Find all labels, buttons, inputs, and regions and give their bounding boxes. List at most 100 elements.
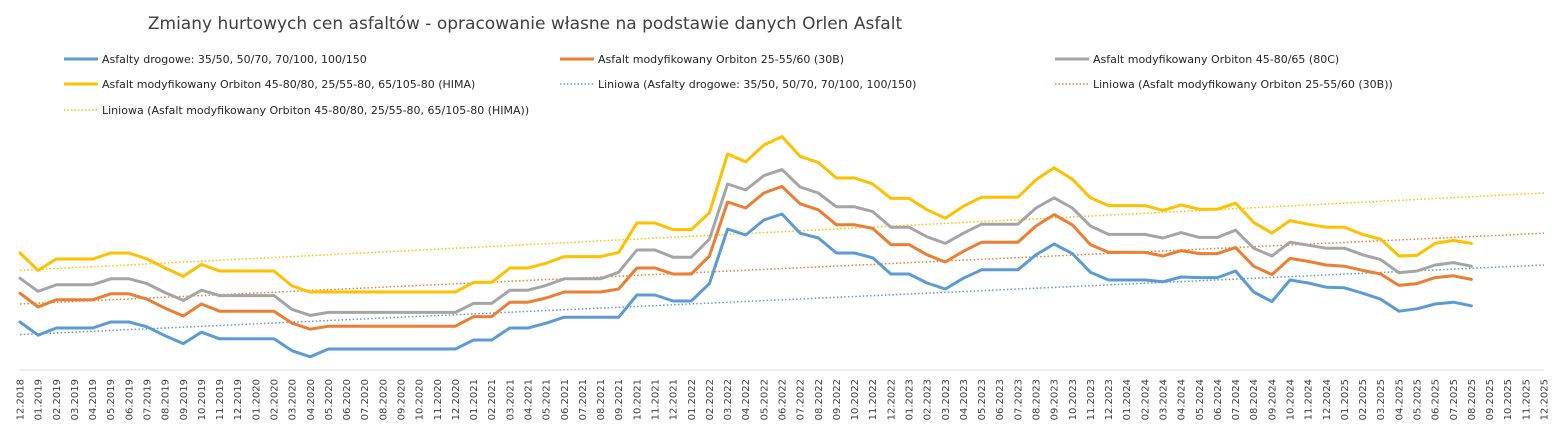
x-tick-label: 03.2020 (288, 379, 299, 420)
x-tick-label: 10.2021 (632, 379, 643, 420)
x-tick-label: 07.2021 (578, 379, 589, 420)
legend-item: Asfalt modyfikowany Orbiton 25-55/60 (30… (560, 53, 844, 66)
x-tick-label: 08.2021 (596, 379, 607, 420)
trendline (19, 232, 1545, 305)
x-tick-label: 08.2023 (1032, 379, 1043, 420)
x-tick-label: 06.2020 (342, 379, 353, 420)
legend-label: Asfalt modyfikowany Orbiton 45-80/65 (80… (1093, 53, 1339, 66)
x-tick-label: 02.2020 (270, 379, 281, 420)
x-tick-label: 08.2019 (161, 379, 172, 420)
x-tick-label: 10.2024 (1286, 379, 1297, 420)
x-tick-label: 11.2021 (651, 379, 662, 420)
legend-label: Asfalt modyfikowany Orbiton 25-55/60 (30… (598, 53, 844, 66)
x-tick-label: 01.2022 (687, 379, 698, 420)
x-tick-label: 12.2019 (233, 379, 244, 420)
legend-item: Asfalty drogowe: 35/50, 50/70, 70/100, 1… (64, 53, 367, 66)
x-tick-label: 02.2019 (52, 379, 63, 420)
x-tick-label: 09.2023 (1050, 379, 1061, 420)
x-tick-label: 04.2023 (959, 379, 970, 420)
x-tick-label: 05.2023 (977, 379, 988, 420)
x-tick-label: 09.2025 (1485, 379, 1496, 420)
x-tick-label: 01.2024 (1122, 379, 1133, 420)
x-tick-label: 04.2019 (88, 379, 99, 420)
x-tick-label: 11.2025 (1521, 379, 1532, 420)
series-line (18, 135, 1473, 294)
x-tick-label: 05.2019 (106, 379, 117, 420)
series-line (18, 168, 1473, 317)
x-tick-label: 12.2024 (1322, 379, 1333, 420)
x-tick-label: 09.2020 (397, 379, 408, 420)
x-tick-label: 05.2020 (324, 379, 335, 420)
x-tick-label: 12.2023 (1104, 379, 1115, 420)
x-tick-label: 06.2019 (124, 379, 135, 420)
x-tick-label: 01.2019 (34, 379, 45, 420)
x-tick-label: 09.2024 (1267, 379, 1278, 420)
x-tick-label: 06.2025 (1431, 379, 1442, 420)
x-tick-label: 03.2024 (1159, 379, 1170, 420)
legend-label: Liniowa (Asfalt modyfikowany Orbiton 45-… (102, 104, 529, 117)
x-tick-label: 08.2025 (1467, 379, 1478, 420)
x-tick-label: 04.2020 (306, 379, 317, 420)
x-tick-label: 05.2024 (1195, 379, 1206, 420)
x-tick-label: 11.2019 (215, 379, 226, 420)
x-tick-label: 03.2022 (723, 379, 734, 420)
x-tick-label: 11.2022 (868, 379, 879, 420)
x-tick-label: 05.2022 (759, 379, 770, 420)
x-tick-label: 10.2022 (850, 379, 861, 420)
x-tick-label: 08.2024 (1249, 379, 1260, 420)
x-tick-label: 11.2024 (1304, 379, 1315, 420)
x-tick-label: 05.2021 (542, 379, 553, 420)
x-tick-label: 04.2021 (524, 379, 535, 420)
x-tick-label: 12.2021 (669, 379, 680, 420)
legend-item: Liniowa (Asfalt modyfikowany Orbiton 45-… (64, 104, 529, 117)
x-tick-label: 07.2023 (1013, 379, 1024, 420)
series-lines (18, 135, 1473, 359)
x-tick-label: 01.2023 (905, 379, 916, 420)
x-tick-label: 02.2023 (923, 379, 934, 420)
x-tick-label: 10.2025 (1503, 379, 1514, 420)
x-tick-label: 10.2019 (197, 379, 208, 420)
x-tick-label: 04.2022 (741, 379, 752, 420)
x-tick-label: 07.2024 (1231, 379, 1242, 420)
x-tick-label: 09.2022 (832, 379, 843, 420)
x-tick-label: 10.2020 (415, 379, 426, 420)
legend-item: Liniowa (Asfalty drogowe: 35/50, 50/70, … (560, 78, 916, 91)
x-tick-label: 09.2021 (614, 379, 625, 420)
legend-item: Asfalt modyfikowany Orbiton 45-80/65 (80… (1055, 53, 1339, 66)
x-tick-label: 06.2023 (995, 379, 1006, 420)
x-tick-label: 09.2019 (179, 379, 190, 420)
x-tick-label: 12.2022 (886, 379, 897, 420)
x-tick-label: 07.2022 (796, 379, 807, 420)
x-tick-label: 02.2021 (487, 379, 498, 420)
x-tick-label: 06.2022 (778, 379, 789, 420)
chart-title: Zmiany hurtowych cen asfaltów - opracowa… (148, 14, 903, 34)
legend-label: Liniowa (Asfalty drogowe: 35/50, 50/70, … (598, 78, 916, 91)
legend-item: Asfalt modyfikowany Orbiton 45-80/80, 25… (64, 78, 475, 91)
x-tick-label: 03.2021 (505, 379, 516, 420)
x-tick-label: 08.2020 (378, 379, 389, 420)
x-tick-label: 04.2025 (1394, 379, 1405, 420)
trendlines (19, 192, 1545, 336)
x-tick-label: 01.2021 (469, 379, 480, 420)
x-tick-label: 11.2020 (433, 379, 444, 420)
x-tick-label: 12.2025 (1540, 379, 1551, 420)
x-tick-label: 01.2025 (1340, 379, 1351, 420)
x-tick-label: 06.2021 (560, 379, 571, 420)
x-tick-label: 01.2020 (251, 379, 262, 420)
series-line (18, 212, 1473, 359)
x-tick-label: 07.2020 (360, 379, 371, 420)
legend-label: Liniowa (Asfalt modyfikowany Orbiton 25-… (1093, 78, 1393, 91)
trendline (19, 192, 1545, 272)
x-tick-label: 02.2022 (705, 379, 716, 420)
x-tick-label: 06.2024 (1213, 379, 1224, 420)
x-tick-label: 12.2020 (451, 379, 462, 420)
x-axis-ticks: 12.2018 01.2019 02.2019 03.2019 04.2019 05.20… (16, 379, 1551, 420)
trendline (19, 264, 1545, 336)
x-tick-label: 10.2023 (1068, 379, 1079, 420)
x-tick-label: 02.2024 (1140, 379, 1151, 420)
x-tick-label: 02.2025 (1358, 379, 1369, 420)
legend-label: Asfalt modyfikowany Orbiton 45-80/80, 25… (102, 78, 475, 91)
x-tick-label: 03.2019 (70, 379, 81, 420)
x-tick-label: 07.2019 (143, 379, 154, 420)
